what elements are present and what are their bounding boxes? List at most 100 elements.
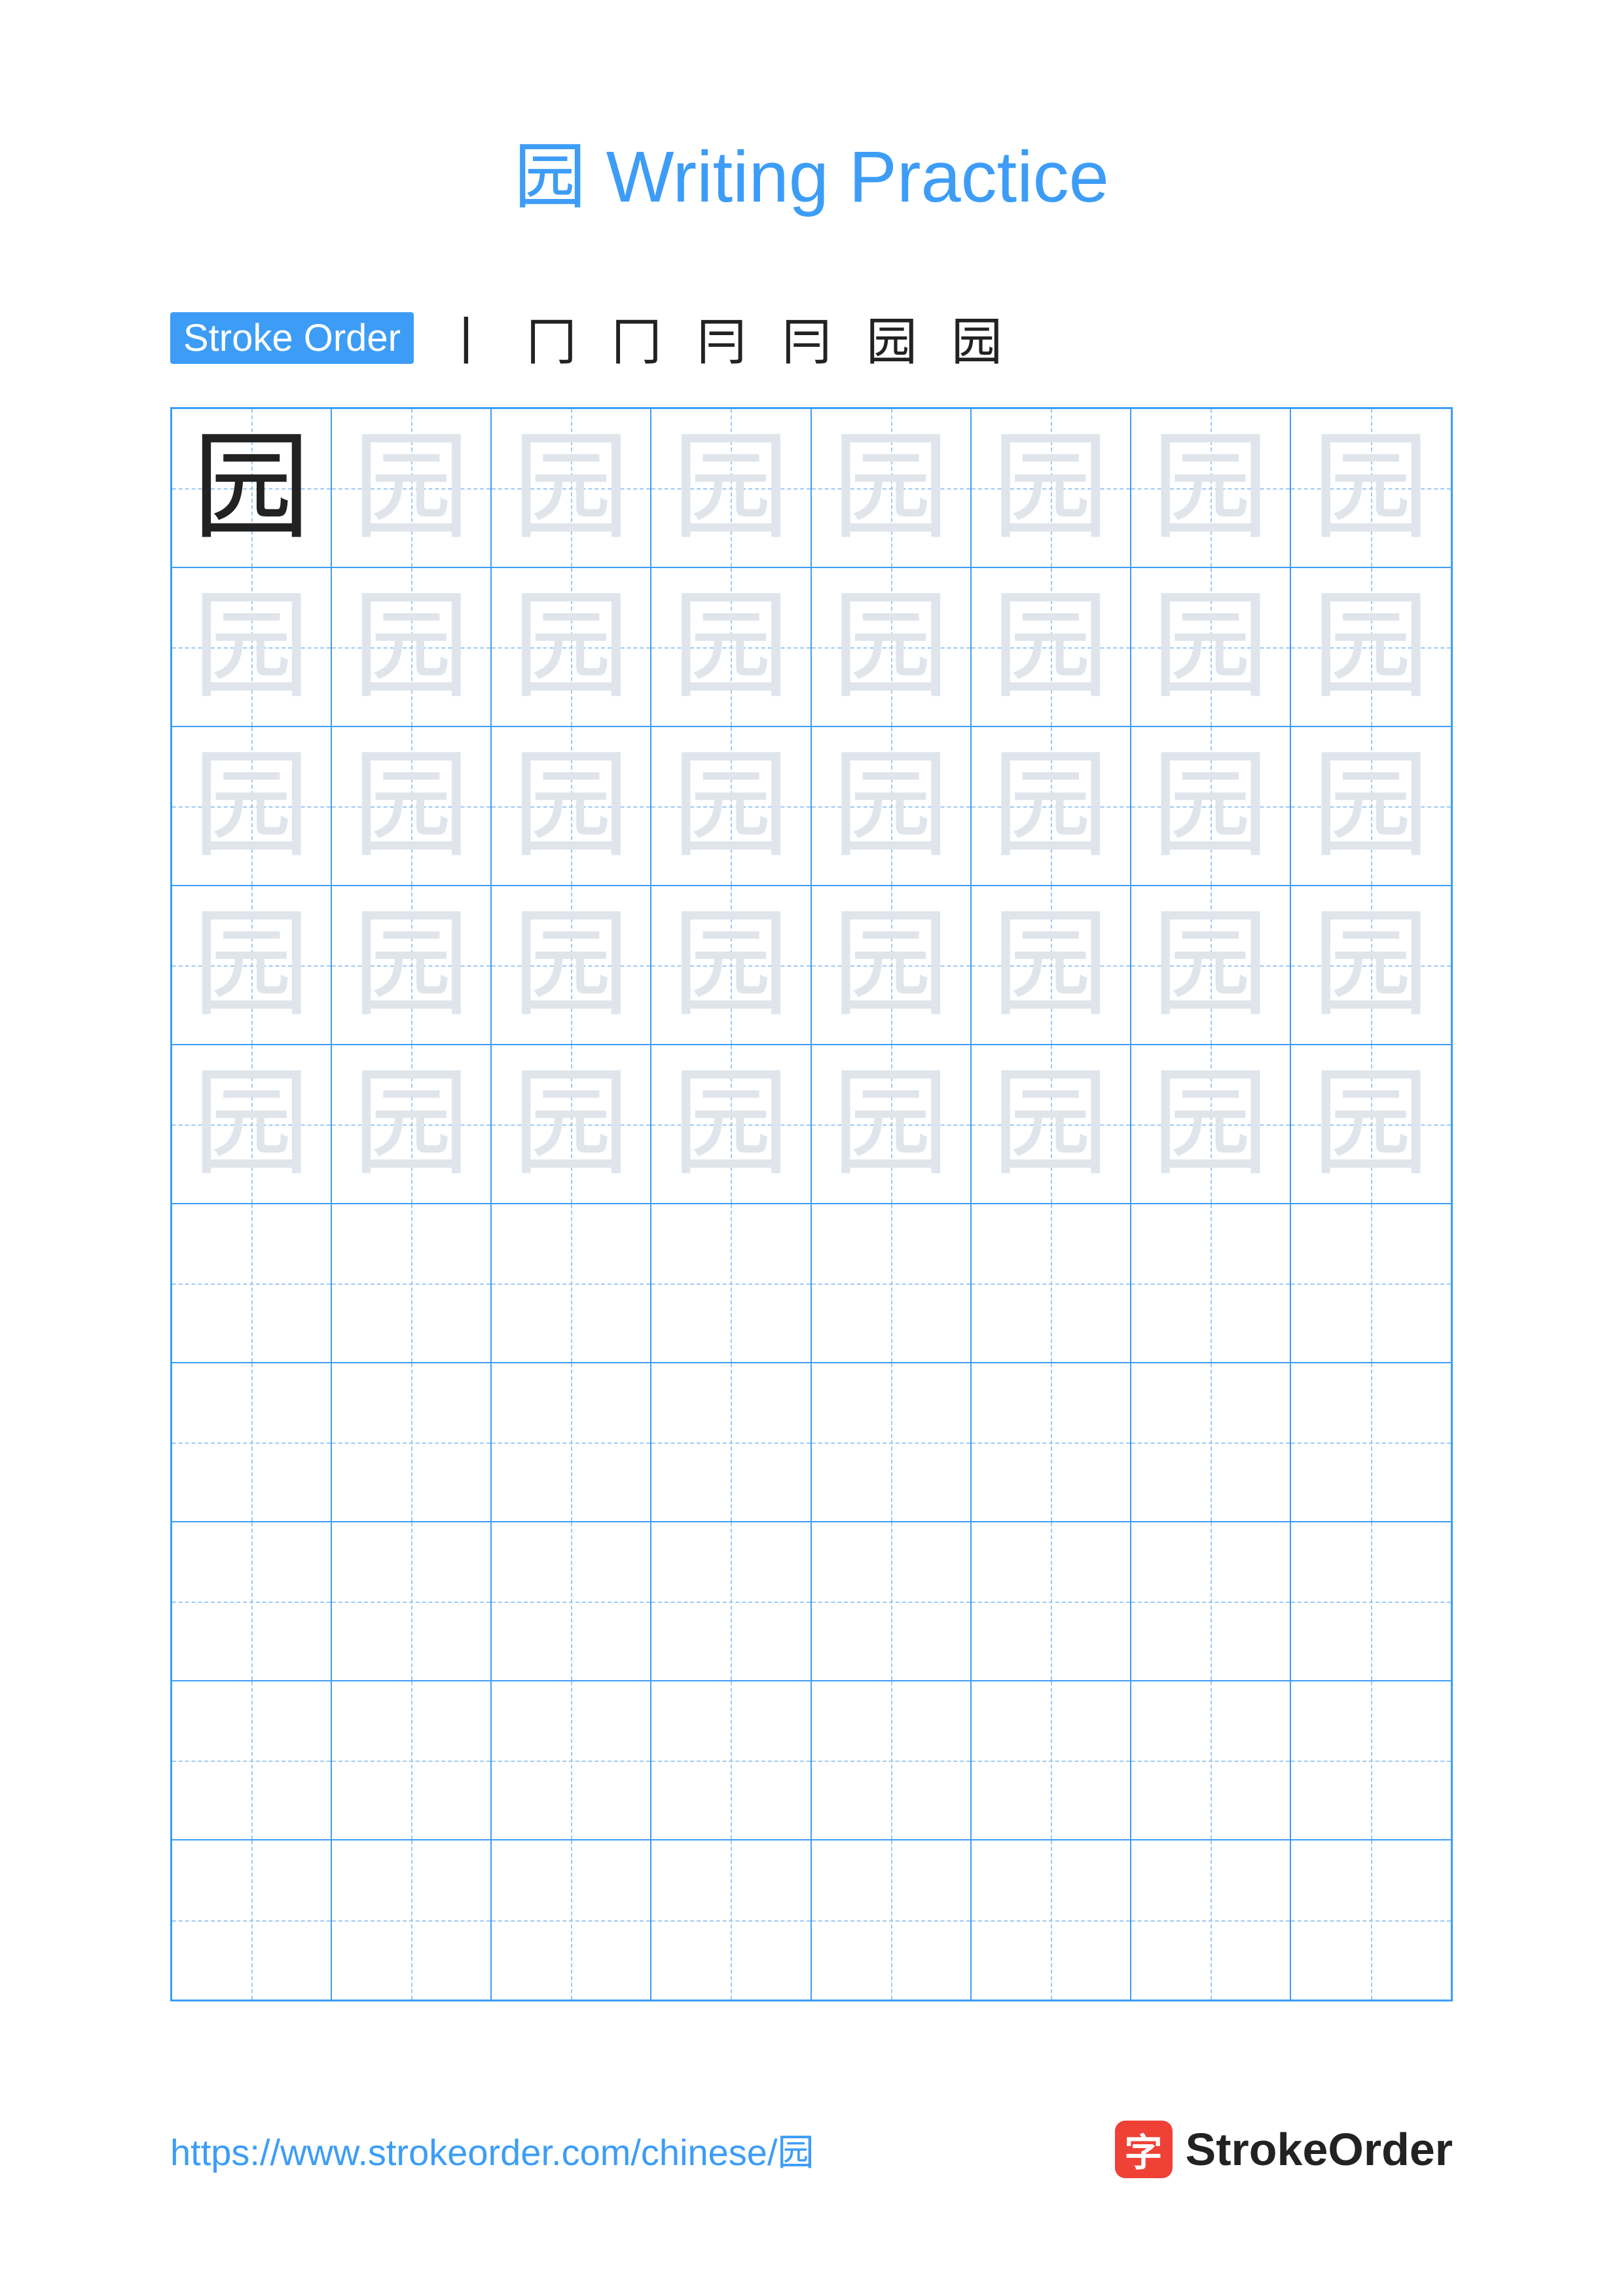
model-character: 园 [172, 409, 331, 567]
guide-vline [1051, 1204, 1052, 1362]
trace-character: 园 [972, 1045, 1130, 1203]
grid-cell [1291, 1840, 1451, 2000]
grid-cell [972, 1681, 1131, 1840]
grid-cell: 园 [972, 568, 1131, 727]
guide-vline [571, 1522, 572, 1680]
grid-cell [172, 1204, 332, 1363]
stroke-order-steps: 丨冂冂冃冃园园 [433, 301, 1010, 374]
trace-character: 园 [972, 727, 1130, 885]
grid-cell [812, 1840, 972, 2000]
guide-vline [571, 1840, 572, 2000]
trace-character: 园 [812, 727, 970, 885]
guide-vline [251, 1363, 253, 1521]
grid-cell [972, 1204, 1131, 1363]
trace-character: 园 [812, 1045, 970, 1203]
trace-character: 园 [332, 727, 490, 885]
guide-vline [571, 1681, 572, 1839]
guide-vline [1211, 1681, 1212, 1839]
guide-vline [1051, 1363, 1052, 1521]
trace-character: 园 [332, 886, 490, 1044]
trace-character: 园 [972, 568, 1130, 726]
grid-cell: 园 [1131, 409, 1291, 568]
grid-cell [332, 1204, 492, 1363]
trace-character: 园 [332, 409, 490, 567]
title-text: Writing Practice [606, 137, 1109, 217]
guide-vline [731, 1204, 732, 1362]
footer-url[interactable]: https://www.strokeorder.com/chinese/园 [170, 2123, 814, 2176]
grid-cell [1291, 1681, 1451, 1840]
guide-vline [1211, 1363, 1212, 1521]
brand-icon: 字 [1115, 2121, 1173, 2178]
trace-character: 园 [1291, 568, 1451, 726]
grid-cell: 园 [492, 1045, 651, 1204]
guide-vline [411, 1840, 412, 2000]
trace-character: 园 [651, 1045, 810, 1203]
trace-character: 园 [492, 568, 650, 726]
grid-cell [1291, 1363, 1451, 1522]
grid-cell [972, 1522, 1131, 1681]
grid-cell: 园 [172, 886, 332, 1045]
grid-cell [812, 1363, 972, 1522]
grid-cell: 园 [972, 886, 1131, 1045]
guide-vline [1371, 1204, 1372, 1362]
grid-cell: 园 [1291, 886, 1451, 1045]
grid-cell: 园 [492, 409, 651, 568]
grid-cell [1291, 1522, 1451, 1681]
trace-character: 园 [172, 727, 331, 885]
grid-cell [332, 1363, 492, 1522]
grid-cell: 园 [332, 727, 492, 886]
grid-cell: 园 [812, 409, 972, 568]
grid-cell [1131, 1522, 1291, 1681]
guide-vline [411, 1522, 412, 1680]
grid-cell: 园 [492, 568, 651, 727]
footer: https://www.strokeorder.com/chinese/园 字 … [170, 2121, 1453, 2178]
guide-vline [1051, 1840, 1052, 2000]
grid-cell: 园 [332, 409, 492, 568]
trace-character: 园 [651, 886, 810, 1044]
guide-vline [411, 1363, 412, 1521]
trace-character: 园 [492, 409, 650, 567]
guide-vline [891, 1363, 892, 1521]
stroke-order-row: Stroke Order 丨冂冂冃冃园园 [170, 301, 1453, 374]
trace-character: 园 [172, 1045, 331, 1203]
trace-character: 园 [1291, 727, 1451, 885]
footer-brand: 字 StrokeOrder [1115, 2121, 1453, 2178]
grid-cell [332, 1681, 492, 1840]
stroke-step: 冃 [689, 301, 754, 374]
guide-vline [411, 1204, 412, 1362]
grid-cell: 园 [972, 1045, 1131, 1204]
grid-cell: 园 [651, 568, 811, 727]
trace-character: 园 [812, 886, 970, 1044]
stroke-step: 丨 [433, 301, 499, 374]
trace-character: 园 [1131, 409, 1290, 567]
grid-cell: 园 [1131, 727, 1291, 886]
guide-vline [731, 1681, 732, 1839]
guide-vline [1371, 1681, 1372, 1839]
grid-cell: 园 [492, 886, 651, 1045]
grid-cell [332, 1840, 492, 2000]
trace-character: 园 [651, 409, 810, 567]
guide-vline [1051, 1522, 1052, 1680]
grid-cell [492, 1840, 651, 2000]
guide-vline [251, 1840, 253, 2000]
practice-grid: 园园园园园园园园园园园园园园园园园园园园园园园园园园园园园园园园园园园园园园园园 [170, 407, 1453, 2001]
grid-cell [492, 1681, 651, 1840]
grid-cell [172, 1681, 332, 1840]
guide-vline [251, 1681, 253, 1839]
trace-character: 园 [1131, 886, 1290, 1044]
guide-vline [1211, 1204, 1212, 1362]
guide-vline [891, 1840, 892, 2000]
guide-vline [731, 1363, 732, 1521]
grid-cell: 园 [1131, 1045, 1291, 1204]
grid-cell [651, 1840, 811, 2000]
page-title: 园 Writing Practice [170, 118, 1453, 223]
grid-cell [332, 1522, 492, 1681]
grid-cell [972, 1840, 1131, 2000]
grid-cell: 园 [812, 727, 972, 886]
guide-vline [1211, 1522, 1212, 1680]
grid-cell [1131, 1204, 1291, 1363]
grid-cell: 园 [1131, 568, 1291, 727]
grid-cell: 园 [332, 886, 492, 1045]
grid-cell: 园 [812, 1045, 972, 1204]
grid-cell [651, 1681, 811, 1840]
